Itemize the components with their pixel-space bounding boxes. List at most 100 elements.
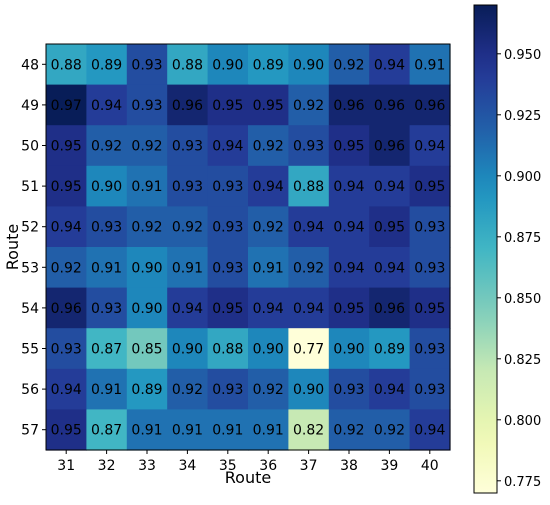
heatmap-cell: [86, 125, 128, 167]
cell-value-label: 0.92: [374, 423, 405, 439]
heatmap-cell: [167, 44, 209, 86]
heatmap-cell: [409, 125, 451, 167]
heatmap-cell: [207, 165, 249, 207]
heatmap-cell: [288, 287, 330, 329]
cell-value-label: 0.95: [51, 423, 82, 439]
heatmap-cell: [328, 247, 370, 289]
cell-value-label: 0.94: [374, 57, 405, 73]
heatmap-cell: [167, 125, 209, 167]
cell-value-label: 0.89: [131, 382, 162, 398]
heatmap-cell: [126, 328, 168, 370]
x-tick-label: 35: [219, 458, 237, 474]
heatmap-cell: [288, 247, 330, 289]
cell-value-label: 0.92: [293, 260, 324, 276]
cell-value-label: 0.94: [414, 139, 445, 155]
y-tick-label: 52: [21, 220, 39, 236]
cell-value-label: 0.95: [253, 98, 284, 114]
cell-value-label: 0.82: [293, 423, 324, 439]
cell-value-label: 0.95: [333, 301, 364, 317]
heatmap-cell: [207, 125, 249, 167]
heatmap-cell: [167, 368, 209, 410]
cell-value-label: 0.94: [51, 382, 82, 398]
heatmap-cell: [369, 409, 411, 451]
cell-value-label: 0.95: [212, 301, 243, 317]
heatmap-cell: [167, 328, 209, 370]
cell-value-label: 0.94: [333, 220, 364, 236]
x-tick-label: 40: [421, 458, 439, 474]
heatmap-cell: [288, 368, 330, 410]
cell-value-label: 0.92: [91, 139, 122, 155]
x-tick-label: 33: [138, 458, 156, 474]
cell-value-label: 0.96: [374, 301, 405, 317]
heatmap-cell: [328, 125, 370, 167]
heatmap-cell: [46, 125, 87, 167]
heatmap-cell: [288, 125, 330, 167]
cell-value-label: 0.95: [414, 301, 445, 317]
cell-value-label: 0.93: [293, 139, 324, 155]
cell-value-label: 0.93: [131, 98, 162, 114]
heatmap-cell: [167, 84, 209, 126]
cell-value-label: 0.94: [374, 382, 405, 398]
colorbar-tick-label: 0.800: [504, 414, 541, 429]
heatmap-cell: [328, 44, 370, 86]
heatmap-cell: [248, 125, 289, 167]
cell-value-label: 0.93: [212, 179, 243, 195]
y-tick-label: 49: [21, 98, 39, 114]
cell-value-label: 0.96: [172, 98, 203, 114]
heatmap-cell: [126, 368, 168, 410]
heatmap-cell: [288, 44, 330, 86]
cell-value-label: 0.88: [212, 342, 243, 358]
cell-value-label: 0.94: [333, 260, 364, 276]
cell-value-label: 0.93: [333, 382, 364, 398]
cell-value-label: 0.94: [374, 260, 405, 276]
cell-value-label: 0.91: [91, 382, 122, 398]
colorbar-tick-label: 0.850: [504, 292, 541, 307]
cell-value-label: 0.92: [172, 382, 203, 398]
cell-value-label: 0.93: [212, 382, 243, 398]
heatmap-cell: [46, 44, 87, 86]
cell-value-label: 0.92: [131, 220, 162, 236]
cell-value-label: 0.93: [414, 260, 445, 276]
cell-value-label: 0.97: [51, 98, 82, 114]
heatmap-cell: [207, 287, 249, 329]
heatmap-cell: [86, 328, 128, 370]
heatmap-cell: [126, 409, 168, 451]
cell-value-label: 0.93: [91, 220, 122, 236]
y-tick-label: 50: [21, 139, 39, 155]
cell-value-label: 0.93: [414, 382, 445, 398]
heatmap-cell: [328, 206, 370, 248]
x-tick-label: 34: [178, 458, 196, 474]
cell-value-label: 0.91: [414, 57, 445, 73]
heatmap-cell: [328, 328, 370, 370]
heatmap-cell: [126, 84, 168, 126]
cell-value-label: 0.90: [212, 57, 243, 73]
cell-value-label: 0.94: [293, 301, 324, 317]
heatmap-cell: [207, 247, 249, 289]
cell-value-label: 0.89: [91, 57, 122, 73]
y-tick-label: 48: [21, 57, 39, 73]
heatmap-cell: [409, 328, 451, 370]
cell-value-label: 0.94: [172, 301, 203, 317]
heatmap-cell: [288, 409, 330, 451]
heatmap-cell: [46, 84, 87, 126]
x-tick-label: 39: [380, 458, 398, 474]
heatmap-cell: [369, 368, 411, 410]
heatmap-cell: [126, 206, 168, 248]
cell-value-label: 0.88: [51, 57, 82, 73]
cell-value-label: 0.92: [333, 423, 364, 439]
cell-value-label: 0.91: [131, 179, 162, 195]
cell-value-label: 0.87: [91, 342, 122, 358]
cell-value-label: 0.94: [414, 423, 445, 439]
cell-value-label: 0.90: [293, 57, 324, 73]
cell-value-label: 0.94: [293, 220, 324, 236]
cell-value-label: 0.92: [172, 220, 203, 236]
heatmap-cell: [248, 287, 289, 329]
cell-value-label: 0.90: [91, 179, 122, 195]
cell-value-label: 0.93: [212, 220, 243, 236]
cell-value-label: 0.91: [172, 260, 203, 276]
cell-value-label: 0.88: [172, 57, 203, 73]
heatmap-cell: [207, 44, 249, 86]
x-axis-label: Route: [225, 468, 271, 487]
x-tick-label: 38: [340, 458, 358, 474]
